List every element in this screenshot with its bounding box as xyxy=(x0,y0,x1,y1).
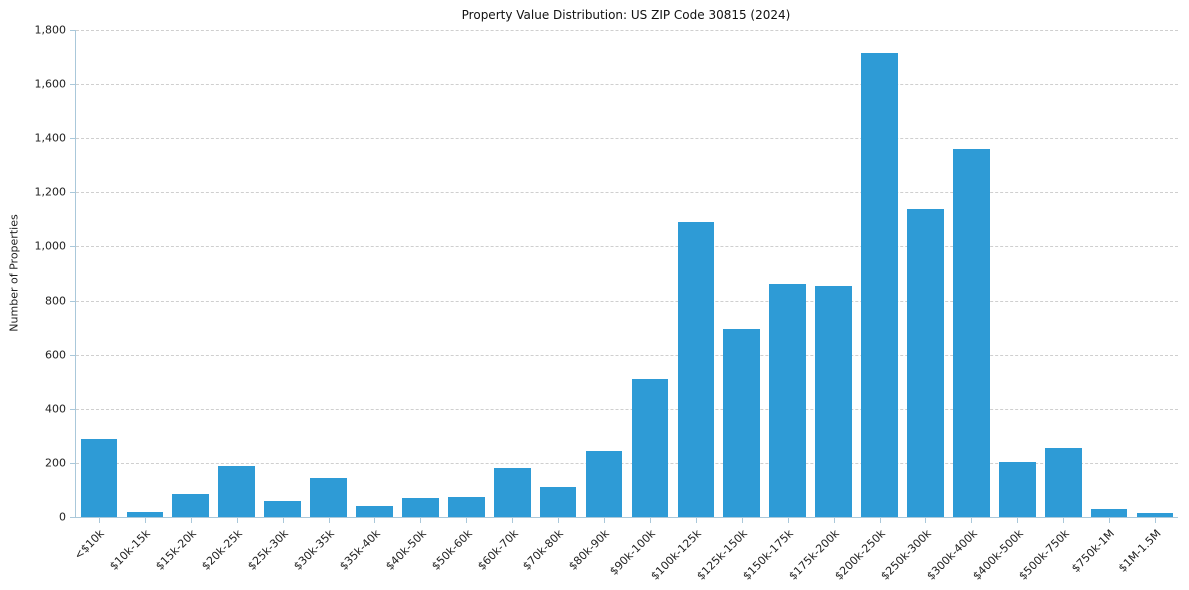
x-axis-tick-labels: <$10k $10k-15k $15k-20k $20k-25k $25k-30k $30… xyxy=(72,521,1177,590)
y-tick-mark xyxy=(70,84,76,86)
y-axis-tick-labels: 0 200 400 600 800 1,000 1,200 1,400 1,600 1,800 xyxy=(0,24,67,524)
x-tick-mark xyxy=(649,517,651,523)
bar xyxy=(356,506,393,517)
bar xyxy=(907,208,944,517)
x-tick-mark xyxy=(420,517,422,523)
gridline xyxy=(76,354,1178,356)
gridline xyxy=(76,462,1178,464)
gridline xyxy=(76,300,1178,302)
y-tick-mark xyxy=(70,408,76,410)
bar xyxy=(402,498,439,517)
x-tick-mark xyxy=(1109,517,1111,523)
x-tick-mark xyxy=(787,517,789,523)
x-tick-mark xyxy=(558,517,560,523)
y-tick-mark xyxy=(70,462,76,464)
bar xyxy=(264,500,301,517)
y-tick-label: 200 xyxy=(45,456,66,470)
x-tick-mark xyxy=(98,517,100,523)
bar xyxy=(218,465,256,517)
bar xyxy=(310,477,347,517)
bar xyxy=(723,328,761,517)
x-tick-mark xyxy=(833,517,835,523)
bar xyxy=(447,496,485,517)
bar xyxy=(631,379,669,517)
x-tick-mark xyxy=(236,517,238,523)
x-tick-label: $50k-60k xyxy=(428,527,475,573)
y-tick-mark xyxy=(70,517,76,518)
y-tick-label: 1,400 xyxy=(34,131,67,145)
bar xyxy=(126,511,164,517)
bar xyxy=(80,438,118,517)
x-tick-mark xyxy=(282,517,284,523)
x-tick-label: $25k-30k xyxy=(245,527,291,573)
x-tick-mark xyxy=(512,517,514,523)
x-tick-mark xyxy=(374,517,376,523)
x-tick-mark xyxy=(741,517,743,523)
gridline xyxy=(76,192,1178,194)
x-tick-label: $1M-1.5M xyxy=(1115,527,1164,575)
gridline xyxy=(76,246,1178,248)
y-tick-label: 1,200 xyxy=(34,185,67,199)
y-tick-label: 600 xyxy=(45,348,66,362)
y-tick-label: 800 xyxy=(45,294,66,308)
x-tick-label: <$10k xyxy=(72,527,108,563)
x-tick-mark xyxy=(971,517,973,523)
x-tick-label: $20k-25k xyxy=(199,527,245,573)
x-tick-mark xyxy=(328,517,330,523)
y-tick-mark xyxy=(70,30,76,31)
bar xyxy=(1136,512,1174,517)
x-tick-mark xyxy=(925,517,927,523)
x-tick-mark xyxy=(879,517,881,523)
x-tick-label: $750k-1M xyxy=(1069,527,1118,575)
x-tick-mark xyxy=(695,517,697,523)
bar xyxy=(1044,448,1082,517)
x-tick-label: $15k-20k xyxy=(153,527,199,573)
bar xyxy=(769,284,807,517)
bar xyxy=(172,494,210,517)
bar xyxy=(815,285,852,517)
x-tick-label: $10k-15k xyxy=(107,527,154,573)
gridline xyxy=(76,408,1178,410)
y-tick-mark xyxy=(70,138,76,140)
x-tick-label: $80k-90k xyxy=(566,527,613,573)
y-tick-label: 1,600 xyxy=(34,77,67,91)
bar xyxy=(1090,508,1128,517)
x-tick-mark xyxy=(1063,517,1065,523)
x-tick-mark xyxy=(1155,517,1157,523)
bar xyxy=(677,222,715,517)
bar xyxy=(998,461,1036,517)
y-tick-mark xyxy=(70,354,76,356)
x-tick-label: $40k-50k xyxy=(382,527,429,573)
y-tick-mark xyxy=(70,192,76,194)
bar xyxy=(861,53,898,517)
x-tick-mark xyxy=(1017,517,1019,523)
bar xyxy=(585,450,623,517)
gridline xyxy=(76,138,1178,140)
x-tick-label: $60k-70k xyxy=(474,527,521,573)
y-tick-mark xyxy=(70,300,76,302)
bar xyxy=(539,487,577,517)
gridline xyxy=(76,84,1178,86)
bar xyxy=(493,468,531,517)
y-tick-mark xyxy=(70,246,76,248)
y-tick-label: 400 xyxy=(45,402,66,416)
y-tick-label: 0 xyxy=(59,510,66,524)
x-tick-mark xyxy=(144,517,146,523)
bar xyxy=(953,149,990,517)
chart-title: Property Value Distribution: US ZIP Code… xyxy=(461,8,791,22)
x-tick-label: $30k-35k xyxy=(290,527,337,573)
x-tick-mark xyxy=(190,517,192,523)
plot-area xyxy=(70,30,1178,523)
y-tick-label: 1,000 xyxy=(34,239,67,253)
x-tick-label: $35k-40k xyxy=(336,527,383,573)
y-tick-label: 1,800 xyxy=(34,23,67,37)
x-tick-mark xyxy=(466,517,468,523)
x-tick-label: $70k-80k xyxy=(520,527,567,573)
gridline xyxy=(76,30,1178,31)
x-tick-mark xyxy=(604,517,606,523)
